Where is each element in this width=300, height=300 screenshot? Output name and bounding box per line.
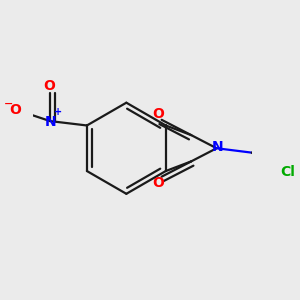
Text: −: − [4,99,14,109]
Text: Cl: Cl [280,165,295,179]
Text: N: N [212,140,223,154]
Text: O: O [152,107,164,121]
Text: O: O [43,79,55,93]
Text: N: N [44,115,56,129]
Text: O: O [152,176,164,190]
Text: O: O [9,103,21,117]
Text: +: + [54,107,62,117]
